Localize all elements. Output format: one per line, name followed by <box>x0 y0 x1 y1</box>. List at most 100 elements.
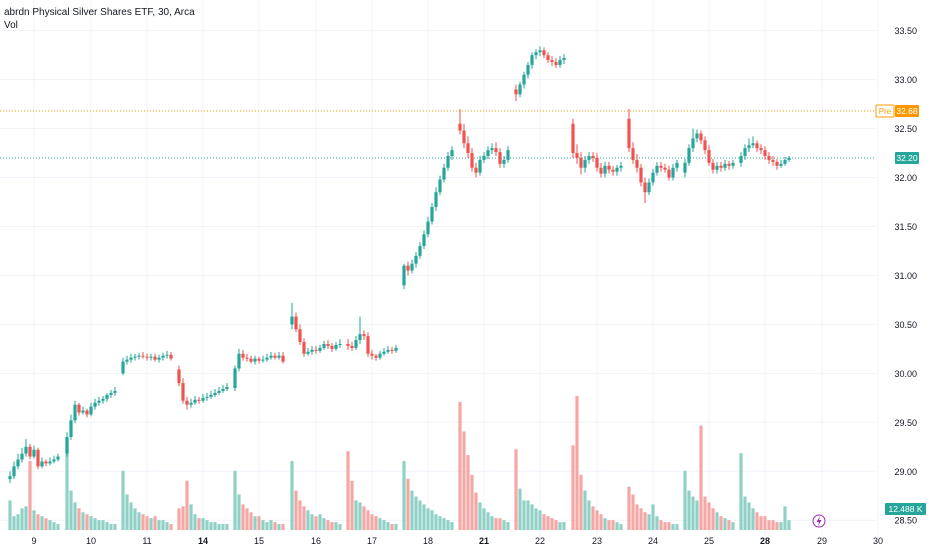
candle-body <box>526 64 530 75</box>
candle-body <box>290 316 294 325</box>
volume-bar <box>546 516 550 530</box>
x-axis-day-label: 16 <box>311 536 321 546</box>
volume-bar <box>619 524 623 530</box>
volume-bar <box>538 510 542 530</box>
volume-bar <box>446 520 450 530</box>
volume-bar <box>583 490 587 530</box>
candle-body <box>153 356 157 360</box>
candle-body <box>779 163 783 166</box>
candle-body <box>755 143 759 149</box>
volume-bar <box>141 514 145 530</box>
volume-bar <box>647 514 651 530</box>
volume-bar <box>157 520 161 530</box>
volume-bar <box>318 514 322 530</box>
pre-price-value: 32.68 <box>896 106 918 116</box>
volume-bar <box>273 522 277 530</box>
pre-label-text: Pre <box>879 107 892 116</box>
volume-bar <box>430 510 434 530</box>
candle-body <box>659 165 663 168</box>
candle-body <box>338 343 342 345</box>
candle-body <box>430 206 434 222</box>
candle-body <box>346 343 350 346</box>
volume-bar <box>36 514 40 530</box>
volume-bar <box>181 506 185 530</box>
candle-body <box>241 353 245 358</box>
candle-body <box>93 402 97 407</box>
candle-body <box>20 453 24 460</box>
candle-body <box>406 265 410 271</box>
candle-body <box>362 334 366 337</box>
candle-body <box>374 355 378 358</box>
candle-body <box>133 356 137 358</box>
y-axis-tick-label: 31.00 <box>894 271 917 281</box>
volume-bar <box>462 431 466 530</box>
candle-body <box>631 148 635 160</box>
symbol-legend[interactable]: abrdn Physical Silver Shares ETF, 30, Ar… <box>4 7 195 18</box>
candle-body <box>334 344 338 349</box>
candle-body <box>683 162 687 173</box>
volume-bar <box>522 500 526 530</box>
candle-body <box>731 162 735 166</box>
candle-body <box>141 355 145 357</box>
y-axis-tick-label: 29.50 <box>894 418 917 428</box>
volume-bar <box>85 514 89 530</box>
candle-body <box>759 148 763 151</box>
candle-body <box>663 167 667 170</box>
candle-body <box>221 389 225 391</box>
candle-body <box>446 156 450 168</box>
last-price-badge <box>895 151 919 164</box>
volume-bar <box>354 500 358 530</box>
volume-bar <box>554 520 558 530</box>
candle-body <box>647 182 651 193</box>
candle-body <box>506 150 510 160</box>
candle-body <box>502 159 506 164</box>
candle-body <box>707 150 711 163</box>
volume-value-badge <box>885 503 926 515</box>
volume-bar <box>759 516 763 530</box>
volume-bar <box>265 522 269 530</box>
volume-bar <box>739 453 743 530</box>
volume-bar <box>695 500 699 530</box>
volume-bar <box>177 508 181 530</box>
volume-bar <box>52 522 56 530</box>
volume-bar <box>121 470 125 530</box>
candle-body <box>326 343 330 346</box>
volume-bar <box>418 500 422 530</box>
volume-bar <box>659 520 663 530</box>
candle-body <box>695 133 699 139</box>
candle-body <box>486 150 490 157</box>
candle-body <box>56 456 60 460</box>
volume-bar <box>731 522 735 530</box>
volume-bar <box>727 520 731 530</box>
volume-legend[interactable]: Vol <box>4 20 18 31</box>
candle-body <box>434 192 438 207</box>
candle-body <box>386 349 390 352</box>
candle-body <box>16 459 20 467</box>
candle-body <box>249 358 253 362</box>
volume-bar <box>197 518 201 530</box>
volume-bar <box>542 514 546 530</box>
candle-body <box>149 356 153 358</box>
volume-bar <box>81 512 85 530</box>
x-axis-day-label: 9 <box>31 536 36 546</box>
candle-body <box>161 355 165 358</box>
candle-body <box>237 353 241 369</box>
candle-body <box>382 351 386 354</box>
volume-bar <box>378 518 382 530</box>
candle-body <box>743 148 747 157</box>
candle-body <box>358 334 362 341</box>
y-axis-tick-label: 28.50 <box>894 516 917 526</box>
volume-bar <box>374 516 378 530</box>
volume-bar <box>338 524 342 530</box>
candle-body <box>671 167 675 178</box>
volume-bar <box>703 496 707 530</box>
candle-body <box>402 265 406 286</box>
candle-body <box>767 156 771 160</box>
volume-bar <box>233 470 237 530</box>
candle-body <box>426 221 430 235</box>
candle-body <box>302 342 306 354</box>
candle-body <box>787 157 791 160</box>
volume-bar <box>771 520 775 530</box>
